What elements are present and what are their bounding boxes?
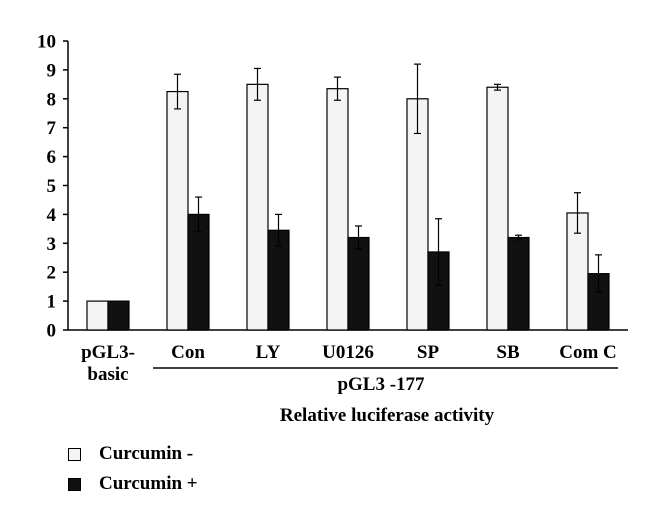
x-category-label: LY	[256, 342, 281, 363]
bar-curcumin-minus	[86, 300, 109, 331]
legend-item-curcumin-plus: Curcumin +	[68, 473, 198, 494]
y-tick-label: 6	[47, 147, 57, 168]
bar-curcumin-plus	[347, 236, 370, 331]
bar-curcumin-minus	[246, 83, 269, 331]
y-tick-label: 1	[47, 292, 57, 313]
bar-curcumin-minus	[486, 86, 509, 331]
legend-swatch	[68, 477, 81, 491]
bar-curcumin-minus	[326, 88, 349, 331]
x-axis-labels: pGL3-basic Con LY U0126 SP SB Com C	[81, 342, 617, 385]
y-tick-label: 0	[47, 321, 57, 342]
y-tick-label: 3	[47, 234, 57, 255]
bar-curcumin-minus	[166, 90, 189, 331]
legend-label: Curcumin -	[99, 443, 194, 464]
x-category-label: pGL3-	[81, 342, 135, 363]
y-tick-label: 9	[47, 60, 57, 81]
y-tick-label: 5	[47, 176, 57, 197]
x-axis-title: Relative luciferase activity	[280, 405, 495, 426]
y-tick-label: 2	[47, 263, 57, 284]
y-tick-label: 7	[47, 118, 57, 139]
y-axis: 0 1 2 3 4 5 6 7 8 9 10	[37, 32, 628, 342]
group-label: pGL3 -177	[337, 374, 425, 395]
bar-curcumin-plus	[507, 236, 530, 331]
x-category-label: SB	[496, 342, 520, 363]
x-category-label: Com C	[559, 342, 617, 363]
y-tick-label: 4	[47, 205, 57, 226]
legend-item-curcumin-minus: Curcumin -	[68, 443, 198, 464]
legend: Curcumin - Curcumin +	[68, 443, 198, 504]
legend-swatch	[68, 447, 81, 461]
bar-curcumin-plus	[107, 300, 130, 331]
x-category-label: SP	[417, 342, 440, 363]
y-tick-label: 8	[47, 89, 57, 110]
x-category-label: basic	[87, 364, 128, 385]
legend-label: Curcumin +	[99, 473, 198, 494]
x-category-label: U0126	[322, 342, 374, 363]
y-tick-label: 10	[37, 32, 56, 53]
x-category-label: Con	[171, 342, 205, 363]
bar-series	[86, 63, 610, 331]
